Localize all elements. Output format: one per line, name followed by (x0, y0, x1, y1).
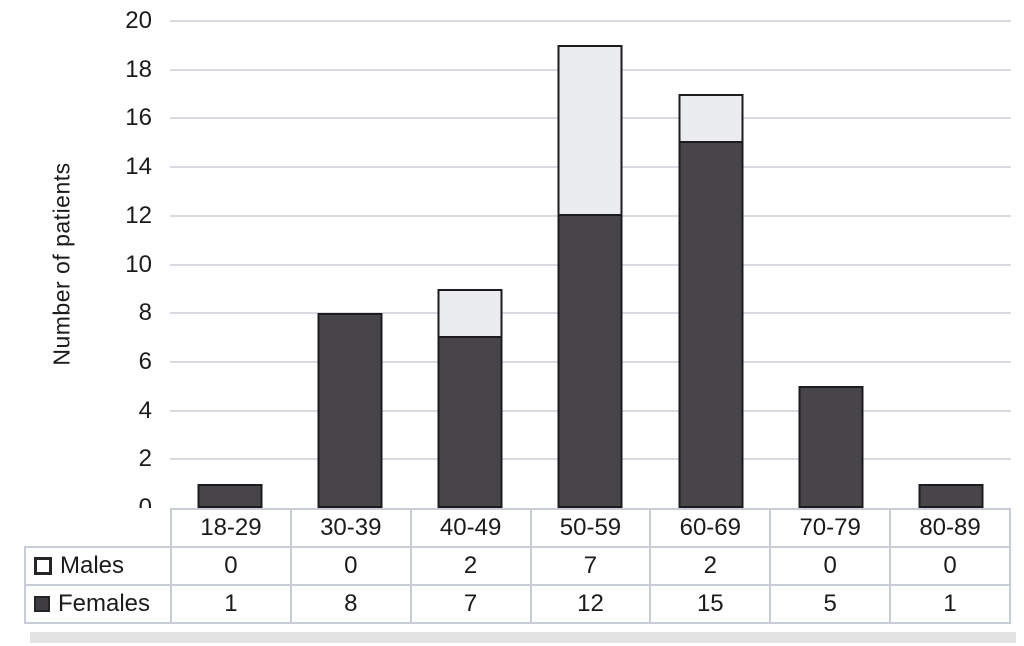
legend-label: Males (60, 552, 125, 579)
bar-segment-females (557, 215, 623, 508)
table-row-females: Females 1 8 7 12 15 5 1 (24, 584, 1011, 624)
data-table: 18-29 30-39 40-49 50-59 60-69 70-79 80-89 Males… (24, 508, 1011, 624)
y-tick-label: 8 (138, 299, 152, 327)
bar-column-50-59 (530, 21, 650, 508)
bar-segment-females (918, 483, 984, 508)
table-row-males: Males 0 0 2 7 2 0 0 (24, 546, 1011, 586)
value-cell: 1 (889, 584, 1011, 624)
males-legend-marker-icon (34, 557, 52, 575)
bar-segment-females (437, 337, 503, 508)
bar-column-30-39 (290, 21, 410, 508)
y-tick-label: 18 (125, 55, 152, 83)
bar-column-60-69 (651, 21, 771, 508)
y-tick-label: 14 (125, 153, 152, 181)
value-cell: 2 (409, 546, 532, 586)
bar-column-40-49 (410, 21, 530, 508)
bars-container (170, 21, 1011, 508)
value-cell: 8 (289, 584, 412, 624)
bar-column-70-79 (771, 21, 891, 508)
value-cell: 0 (289, 546, 412, 586)
data-table-body: 18-29 30-39 40-49 50-59 60-69 70-79 80-89 Males… (24, 508, 1011, 624)
bar-segment-males (437, 288, 503, 338)
scan-shadow (30, 632, 1016, 643)
category-header-cell: 80-89 (889, 508, 1011, 548)
bar-segment-males (557, 45, 623, 216)
y-tick-label: 16 (125, 104, 152, 132)
bar-segment-females (678, 142, 744, 508)
value-cell: 1 (170, 584, 292, 624)
category-header-cell: 70-79 (769, 508, 892, 548)
value-cell: 0 (769, 546, 892, 586)
bar-segment-females (197, 483, 263, 508)
table-spacer-cell (25, 509, 171, 547)
category-header-cell: 50-59 (529, 508, 652, 548)
category-header-cell: 30-39 (289, 508, 412, 548)
category-header-cell: 40-49 (409, 508, 532, 548)
value-cell: 5 (769, 584, 892, 624)
y-tick-label: 2 (138, 445, 152, 473)
value-cell: 7 (529, 546, 652, 586)
bar-column-18-29 (170, 21, 290, 508)
table-header-row: 18-29 30-39 40-49 50-59 60-69 70-79 80-89 (25, 508, 1011, 548)
y-axis-tick-labels: 02468101214161820 (0, 9, 152, 520)
bar-segment-females (317, 313, 383, 508)
y-tick-label: 6 (138, 347, 152, 375)
grid-line (170, 20, 1011, 22)
y-tick-label: 10 (125, 250, 152, 278)
y-tick-label: 12 (125, 201, 152, 229)
category-header-cell: 18-29 (170, 508, 292, 548)
value-cell: 0 (170, 546, 292, 586)
legend-cell-females: Females (24, 584, 172, 624)
value-cell: 2 (649, 546, 772, 586)
value-cell: 0 (889, 546, 1011, 586)
value-cell: 12 (529, 584, 652, 624)
y-tick-label: 4 (138, 396, 152, 424)
y-tick-label: 20 (125, 7, 152, 34)
legend-label: Females (58, 590, 151, 617)
bar-segment-males (678, 94, 744, 143)
bar-segment-females (798, 386, 864, 508)
category-header-cell: 60-69 (649, 508, 772, 548)
bar-column-80-89 (891, 21, 1011, 508)
females-legend-marker-icon (34, 596, 50, 612)
plot-area (170, 20, 1011, 508)
value-cell: 7 (409, 584, 532, 624)
value-cell: 15 (649, 584, 772, 624)
legend-cell-males: Males (24, 546, 172, 586)
